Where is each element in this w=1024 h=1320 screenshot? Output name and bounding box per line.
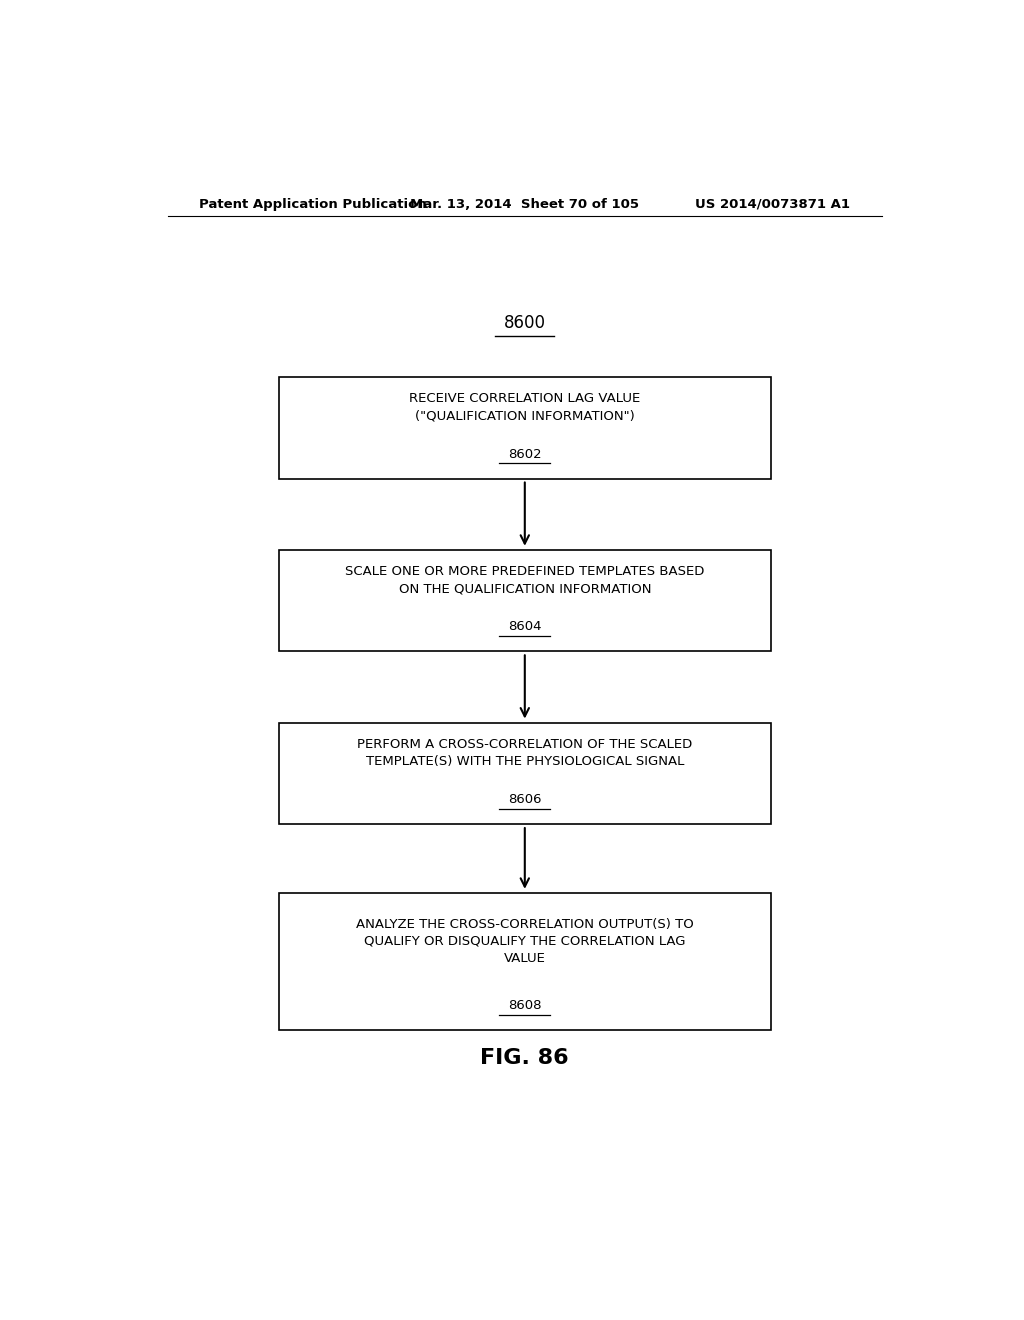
Text: Patent Application Publication: Patent Application Publication [200, 198, 427, 211]
Text: ANALYZE THE CROSS-CORRELATION OUTPUT(S) TO
QUALIFY OR DISQUALIFY THE CORRELATION: ANALYZE THE CROSS-CORRELATION OUTPUT(S) … [356, 917, 693, 965]
Text: Mar. 13, 2014  Sheet 70 of 105: Mar. 13, 2014 Sheet 70 of 105 [411, 198, 639, 211]
FancyBboxPatch shape [279, 722, 771, 824]
FancyBboxPatch shape [279, 378, 771, 479]
Text: 8608: 8608 [508, 999, 542, 1012]
Text: RECEIVE CORRELATION LAG VALUE
("QUALIFICATION INFORMATION"): RECEIVE CORRELATION LAG VALUE ("QUALIFIC… [410, 392, 640, 422]
Text: SCALE ONE OR MORE PREDEFINED TEMPLATES BASED
ON THE QUALIFICATION INFORMATION: SCALE ONE OR MORE PREDEFINED TEMPLATES B… [345, 565, 705, 595]
FancyBboxPatch shape [279, 892, 771, 1030]
FancyBboxPatch shape [279, 549, 771, 651]
Text: 8600: 8600 [504, 314, 546, 333]
Text: 8606: 8606 [508, 793, 542, 807]
Text: 8604: 8604 [508, 620, 542, 634]
Text: 8602: 8602 [508, 447, 542, 461]
Text: PERFORM A CROSS-CORRELATION OF THE SCALED
TEMPLATE(S) WITH THE PHYSIOLOGICAL SIG: PERFORM A CROSS-CORRELATION OF THE SCALE… [357, 738, 692, 768]
Text: US 2014/0073871 A1: US 2014/0073871 A1 [695, 198, 850, 211]
Text: FIG. 86: FIG. 86 [480, 1048, 569, 1068]
